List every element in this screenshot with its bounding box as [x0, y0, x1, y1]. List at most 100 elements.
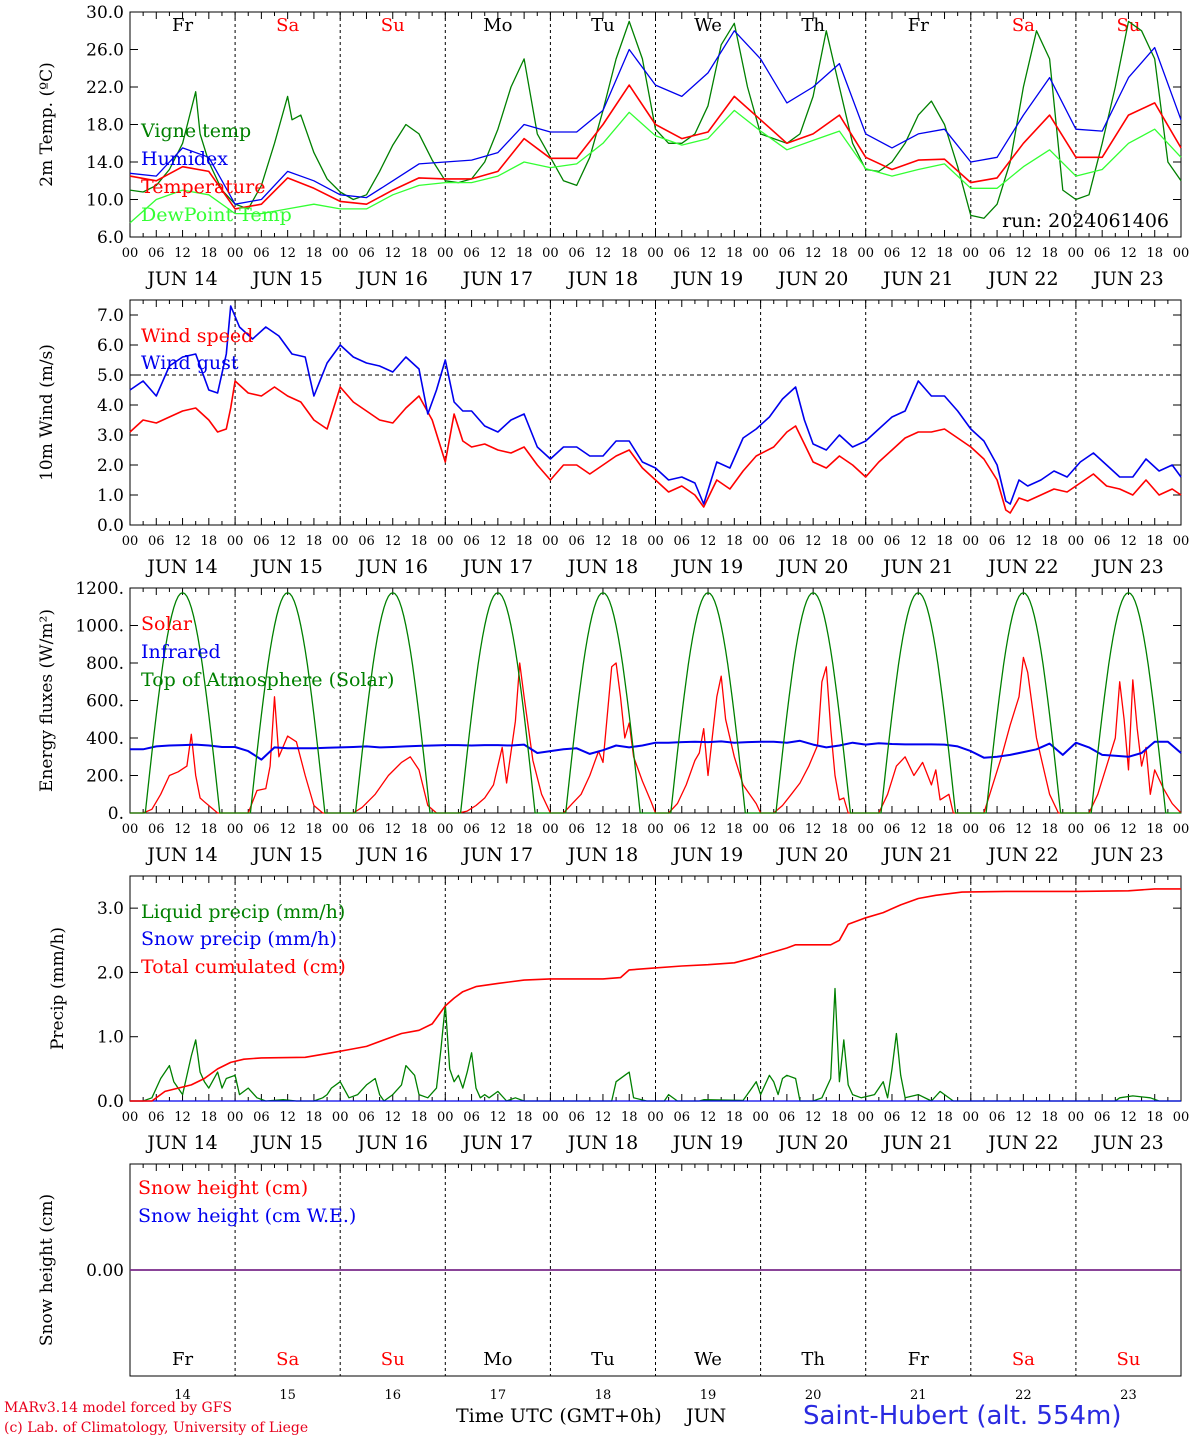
day-number: 16	[384, 1388, 401, 1403]
hour-label: 18	[1041, 534, 1058, 549]
hour-label: 12	[595, 822, 612, 837]
hour-label: 12	[700, 534, 717, 549]
hour-label: 18	[621, 534, 638, 549]
hour-label: 00	[647, 822, 664, 837]
date-label: JUN 14	[145, 844, 217, 866]
hour-label: 06	[1094, 1110, 1111, 1125]
weekday-label: We	[694, 15, 722, 36]
hour-label: 06	[358, 534, 375, 549]
date-label: JUN 20	[776, 268, 848, 290]
y-tick-label: 0.00	[86, 1261, 124, 1281]
hour-label: 18	[726, 534, 743, 549]
series-line-infrared	[130, 739, 1182, 761]
hour-label: 00	[122, 822, 139, 837]
hour-label: 06	[779, 822, 796, 837]
hour-label: 00	[1173, 1110, 1190, 1125]
weekday-label: Fr	[908, 15, 929, 36]
legend-entry: Infrared	[141, 641, 221, 663]
series-line-wind-gust	[129, 305, 1182, 505]
hour-label: 06	[989, 534, 1006, 549]
weekday-label: Mo	[483, 1349, 512, 1370]
weekday-label: Su	[1116, 1349, 1140, 1370]
date-label: JUN 22	[986, 268, 1058, 290]
hour-label: 00	[227, 246, 244, 261]
series-line-liquid-precip-mm-h	[130, 987, 1181, 1102]
legend-entry: Snow precip (mm/h)	[141, 928, 337, 950]
hour-label: 12	[279, 822, 296, 837]
hour-label: 00	[1068, 822, 1085, 837]
hour-label: 12	[384, 534, 401, 549]
y-tick-label: 400.	[86, 729, 124, 749]
hour-label: 06	[568, 1110, 585, 1125]
hour-label: 12	[174, 246, 191, 261]
legend-entry: DewPoint Temp	[141, 204, 292, 226]
hour-label: 12	[1015, 534, 1032, 549]
hour-label: 18	[516, 1110, 533, 1125]
hour-label: 06	[148, 246, 165, 261]
hour-label: 06	[989, 822, 1006, 837]
hour-label: 12	[174, 534, 191, 549]
lab-credit: (c) Lab. of Climatology, University of L…	[4, 1420, 309, 1436]
hour-label: 06	[253, 822, 270, 837]
date-label: JUN 19	[671, 1132, 743, 1154]
hour-label: 06	[674, 246, 691, 261]
hour-label: 00	[332, 822, 349, 837]
date-label: JUN 21	[881, 556, 953, 578]
hour-label: 06	[463, 1110, 480, 1125]
hour-label: 18	[621, 246, 638, 261]
hour-label: 18	[726, 822, 743, 837]
y-tick-label: 3.0	[97, 426, 124, 446]
date-label: JUN 19	[671, 556, 743, 578]
legend-entry: Snow height (cm W.E.)	[138, 1205, 356, 1227]
hour-label: 06	[568, 534, 585, 549]
series-line-dewpoint-temp	[129, 109, 1182, 224]
weekday-label: Sa	[1012, 1349, 1035, 1370]
weekday-label: Th	[801, 15, 825, 36]
hour-label: 06	[148, 1110, 165, 1125]
hour-label: 00	[647, 246, 664, 261]
hour-label: 06	[148, 822, 165, 837]
hour-label: 18	[516, 534, 533, 549]
y-axis-title: 2m Temp. (ºC)	[37, 62, 57, 187]
legend-entry: Wind speed	[141, 325, 253, 347]
hour-label: 00	[1068, 246, 1085, 261]
hour-label: 12	[279, 246, 296, 261]
hour-label: 12	[1120, 534, 1137, 549]
hour-label: 12	[384, 822, 401, 837]
day-number: 15	[279, 1388, 296, 1403]
y-tick-label: 1000.	[75, 617, 124, 637]
hour-label: 06	[884, 1110, 901, 1125]
hour-label: 18	[726, 246, 743, 261]
date-label: JUN 18	[566, 268, 638, 290]
day-number: 21	[910, 1388, 927, 1403]
date-label: JUN 17	[461, 844, 533, 866]
series-line-solar	[130, 656, 1182, 814]
hour-label: 00	[752, 822, 769, 837]
weekday-label: Su	[381, 15, 405, 36]
date-label: JUN 14	[145, 556, 217, 578]
legend-entry: Temperature	[141, 176, 265, 198]
legend-entry: Wind gust	[141, 352, 239, 374]
y-tick-label: 2.0	[97, 963, 124, 983]
hour-label: 12	[910, 534, 927, 549]
hour-label: 12	[700, 1110, 717, 1125]
hour-label: 00	[752, 534, 769, 549]
hour-label: 06	[568, 246, 585, 261]
hour-label: 18	[201, 246, 218, 261]
hour-label: 06	[779, 534, 796, 549]
hour-label: 06	[779, 1110, 796, 1125]
y-tick-label: 5.0	[97, 366, 124, 386]
date-label: JUN 20	[776, 556, 848, 578]
weekday-label: Mo	[483, 15, 512, 36]
y-tick-label: 200.	[86, 767, 124, 787]
legend-entry: Solar	[141, 613, 193, 635]
date-label: JUN 21	[881, 844, 953, 866]
hour-label: 00	[963, 822, 980, 837]
series-line-temperature	[129, 84, 1182, 210]
hour-label: 06	[568, 822, 585, 837]
hour-label: 00	[437, 822, 454, 837]
hour-label: 00	[437, 534, 454, 549]
hour-label: 06	[989, 1110, 1006, 1125]
hour-label: 18	[726, 1110, 743, 1125]
hour-label: 06	[884, 246, 901, 261]
